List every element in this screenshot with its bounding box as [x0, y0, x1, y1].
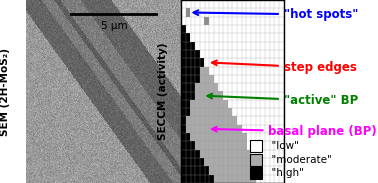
Text: "high": "high" — [265, 168, 304, 178]
Text: "moderate": "moderate" — [265, 155, 332, 165]
Text: "active" BP: "active" BP — [208, 94, 358, 107]
Text: SEM (2H-MoS₂): SEM (2H-MoS₂) — [0, 48, 10, 135]
Text: "hot spots": "hot spots" — [194, 8, 358, 21]
Text: "low": "low" — [265, 141, 299, 151]
Text: SECCM (activity): SECCM (activity) — [158, 43, 168, 140]
Text: 5 μm: 5 μm — [101, 21, 127, 31]
Bar — [250, 141, 262, 152]
Bar — [250, 167, 262, 179]
Text: basal plane (BP): basal plane (BP) — [212, 125, 377, 138]
Bar — [250, 154, 262, 166]
Text: step edges: step edges — [212, 61, 356, 74]
